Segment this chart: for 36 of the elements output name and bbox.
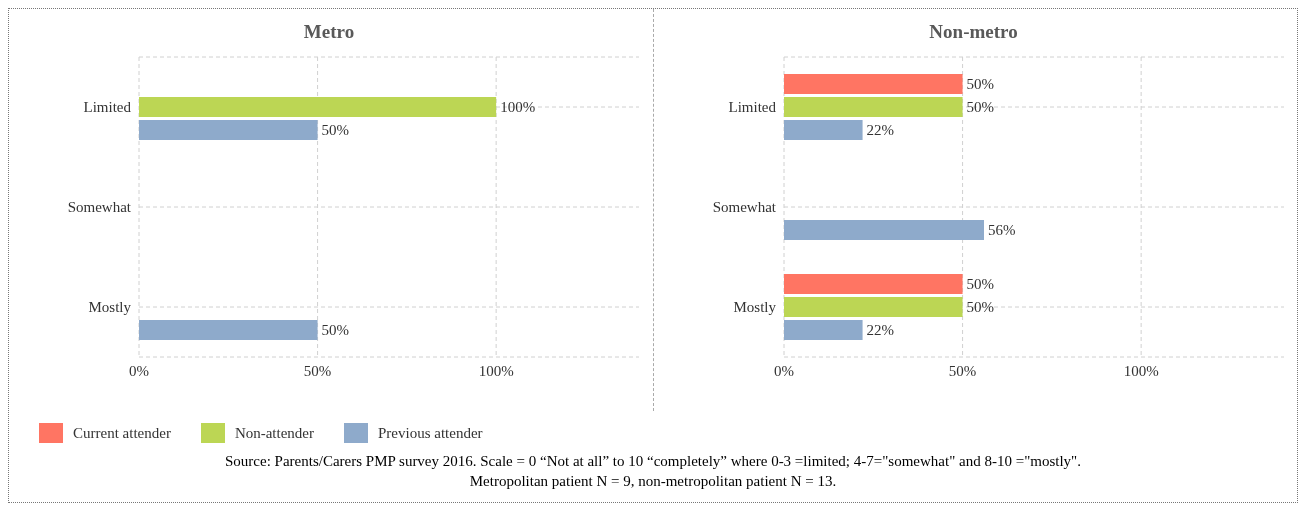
y-tick-label: Mostly [732,299,776,316]
x-tick-label: 0% [773,362,794,379]
x-tick-label: 100% [478,362,514,379]
data-label: 50% [966,76,994,92]
bar [783,274,963,294]
data-label: 50% [966,99,994,115]
y-tick-label: Limited [83,99,132,116]
data-label: 100% [500,99,536,115]
y-tick-label: Limited [728,99,776,116]
data-label: 56% [987,222,1015,238]
bar [783,120,863,140]
text: Metropolitan patient N = 9, non-metropolitan patient N = 13. [468,472,838,491]
x-tick-label: 100% [1123,362,1159,379]
data-label: 22% [866,322,894,338]
y-tick-label: Somewhat [712,199,777,216]
x-tick-label: 50% [948,362,976,379]
chart-title: Metro [302,20,356,44]
bar [783,297,963,317]
bar [783,220,984,240]
legend-label: Current attender [73,424,171,442]
y-tick-label: Somewhat [67,199,132,216]
x-tick-label: 0% [129,362,149,379]
data-label: 50% [321,122,350,138]
legend-label: Non-attender [234,424,315,442]
x-tick-label: 50% [303,362,332,379]
chart-title: Non-metro [928,20,1019,44]
data-label: 50% [966,276,994,292]
bar [783,74,963,94]
bar [783,320,863,340]
source-note: Source: Parents/Carers PMP survey 2016. Scale = 0 “Not at all” to 10 “completely” where 0-3 =limited; 4-7="somewhat" and 8-10 ="mostly". [224,452,1082,471]
data-label: 50% [966,299,994,315]
y-tick-label: Mostly [88,299,132,316]
data-label: 22% [866,122,894,138]
bar [783,97,963,117]
data-label: 50% [321,322,350,338]
legend-label: Previous attender [378,424,483,442]
